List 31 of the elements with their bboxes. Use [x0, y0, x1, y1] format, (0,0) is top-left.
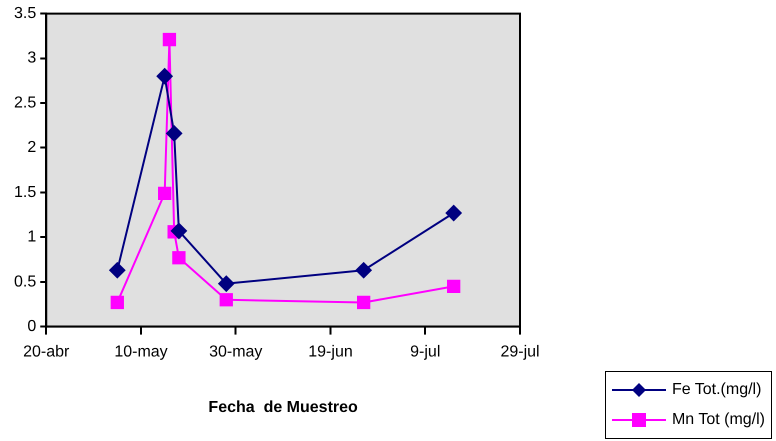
point — [446, 205, 462, 222]
point — [356, 262, 372, 278]
point — [156, 68, 173, 84]
x-tick-label: 9-jul — [410, 344, 440, 361]
point — [172, 251, 186, 264]
y-tick-label: 2.5 — [14, 94, 36, 112]
x-tick-label: 20-abr — [23, 344, 70, 361]
y-tick-label: 0.5 — [14, 273, 36, 290]
x-tick-label: 29-jul — [500, 344, 540, 361]
point — [170, 222, 187, 239]
x-tick-label: 30-may — [209, 344, 262, 361]
point — [357, 296, 370, 310]
point — [162, 32, 176, 46]
y-tick-label: 0 — [27, 318, 36, 336]
x-axis-title: Fecha de Muestreo — [208, 398, 358, 416]
y-tick-label: 1 — [27, 228, 36, 246]
point — [166, 125, 182, 142]
point — [447, 280, 460, 294]
point — [218, 276, 234, 292]
y-tick-label: 1.5 — [14, 184, 36, 201]
legend-label: Fe Tot.(mg/l) — [672, 381, 762, 399]
point — [110, 296, 124, 310]
y-tick-label: 3 — [27, 50, 36, 67]
x-tick-label: 10-may — [114, 344, 168, 361]
x-tick-label: 19-jun — [308, 344, 353, 361]
point — [158, 186, 172, 200]
y-tick-label: 3.5 — [14, 5, 36, 22]
y-tick-label: 2 — [27, 139, 36, 156]
point — [109, 262, 126, 278]
point — [220, 293, 233, 306]
legend-label: Mn Tot (mg/l) — [672, 411, 765, 429]
